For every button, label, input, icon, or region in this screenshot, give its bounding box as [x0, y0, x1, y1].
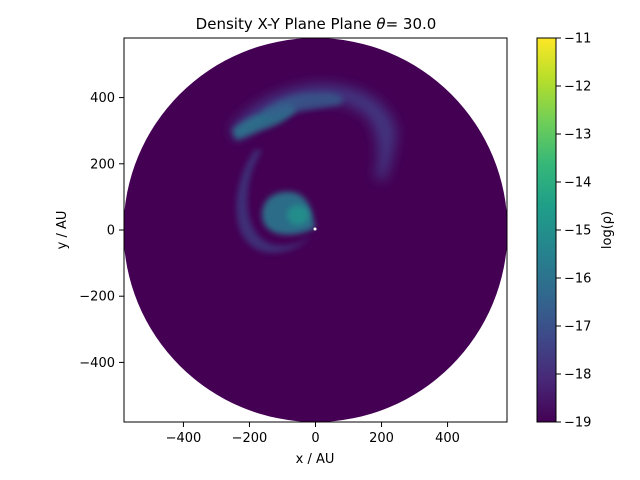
colorbar-tick-label: −19 — [564, 416, 591, 431]
x-tick-label: 200 — [369, 431, 394, 446]
colorbar-ticks: −19 −18 −17 −16 −15 −14 −13 −12 −11 — [556, 32, 591, 431]
chart-title: Density X-Y Plane Plane θ= 30.0 — [196, 15, 437, 33]
colorbar-tick-label: −15 — [564, 224, 591, 239]
colorbar-gradient — [537, 38, 556, 422]
x-tick-label: 0 — [311, 431, 319, 446]
y-axis-label: y / AU — [55, 211, 70, 250]
central-core-feature — [287, 205, 309, 225]
upper-streak-feature — [262, 92, 344, 118]
colorbar-tick-label: −18 — [564, 368, 591, 383]
y-tick-label: −400 — [79, 356, 115, 371]
colorbar: −19 −18 −17 −16 −15 −14 −13 −12 −11 log(ρ) — [536, 32, 615, 431]
colorbar-tick-label: −12 — [564, 80, 591, 95]
colorbar-label: log(ρ) — [600, 211, 615, 249]
colorbar-tick-label: −11 — [564, 32, 591, 47]
colorbar-tick-label: −16 — [564, 272, 591, 287]
plot-area — [124, 38, 507, 422]
y-tick-label: −200 — [79, 290, 115, 305]
y-axis-ticks: −400 −200 0 200 400 — [79, 91, 124, 371]
y-tick-label: 200 — [90, 157, 115, 172]
colorbar-tick-label: −14 — [564, 176, 591, 191]
x-axis-ticks: −400 −200 0 200 400 — [166, 422, 460, 446]
center-point — [313, 227, 317, 231]
x-tick-label: 400 — [435, 431, 460, 446]
y-tick-label: 400 — [90, 91, 115, 106]
colorbar-tick-label: −13 — [564, 128, 591, 143]
y-tick-label: 0 — [107, 224, 115, 239]
x-axis-label: x / AU — [296, 452, 335, 467]
x-tick-label: −400 — [166, 431, 202, 446]
density-features — [230, 84, 396, 253]
colorbar-tick-label: −17 — [564, 320, 591, 335]
x-tick-label: −200 — [232, 431, 268, 446]
